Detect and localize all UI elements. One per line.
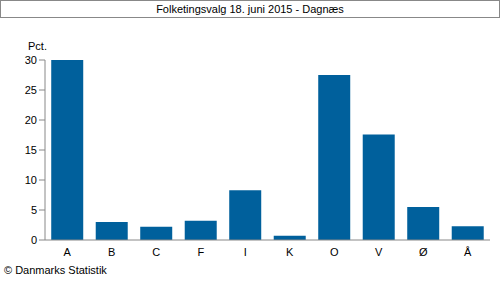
- svg-text:25: 25: [25, 84, 37, 96]
- svg-text:20: 20: [25, 114, 37, 126]
- svg-text:O: O: [330, 246, 339, 258]
- svg-text:I: I: [244, 246, 247, 258]
- html-text:Folketingsvalg 18. juni 2015 -: Folketingsvalg 18. juni 2015 - Dagnæs: [156, 3, 344, 15]
- svg-text:V: V: [375, 246, 383, 258]
- svg-text:B: B: [108, 246, 115, 258]
- svg-text:5: 5: [31, 204, 37, 216]
- svg-text:Å: Å: [464, 246, 472, 258]
- svg-text:0: 0: [31, 234, 37, 246]
- svg-text:10: 10: [25, 174, 37, 186]
- svg-text:30: 30: [25, 54, 37, 66]
- svg-text:C: C: [152, 246, 160, 258]
- html-text:Pct.: Pct.: [28, 40, 47, 52]
- svg-text:15: 15: [25, 144, 37, 156]
- svg-text:Ø: Ø: [419, 246, 428, 258]
- svg-text:A: A: [64, 246, 72, 258]
- svg-text:K: K: [286, 246, 294, 258]
- html-text:© Danmarks Statistik: © Danmarks Statistik: [4, 264, 107, 276]
- svg-text:F: F: [197, 246, 204, 258]
